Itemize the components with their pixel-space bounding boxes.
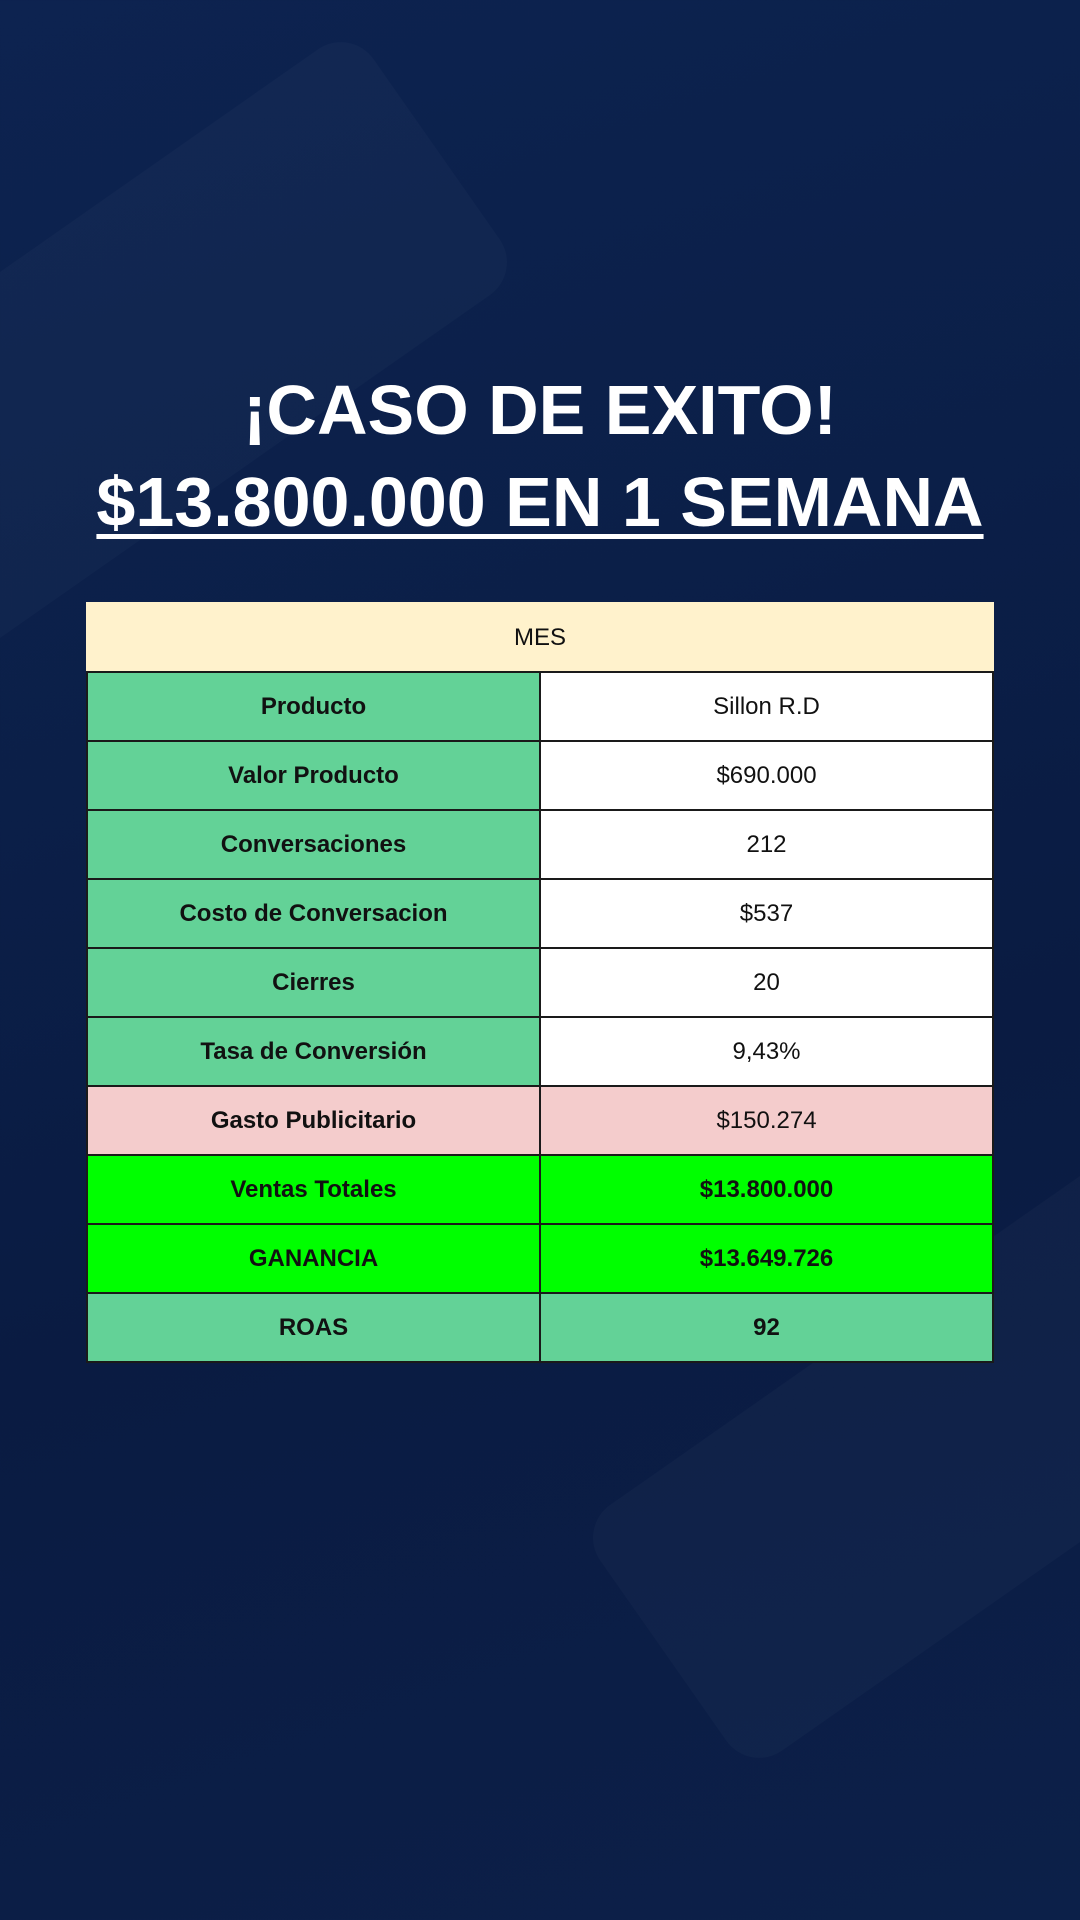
row-label: ROAS: [86, 1292, 541, 1363]
row-value: 212: [539, 809, 994, 880]
row-value: 20: [539, 947, 994, 1018]
row-value: $13.800.000: [539, 1154, 994, 1225]
row-value: 92: [539, 1292, 994, 1363]
row-value: $150.274: [539, 1085, 994, 1156]
table-header-row: MES: [86, 602, 994, 673]
table-row: Cierres 20: [86, 947, 994, 1018]
row-label: Costo de Conversacion: [86, 878, 541, 949]
page-title: ¡CASO DE EXITO!: [243, 371, 837, 449]
table-header: MES: [86, 602, 994, 673]
row-label: Producto: [86, 671, 541, 742]
row-label: Cierres: [86, 947, 541, 1018]
row-value: $537: [539, 878, 994, 949]
table-row: Valor Producto $690.000: [86, 740, 994, 811]
row-value: 9,43%: [539, 1016, 994, 1087]
page-subtitle: $13.800.000 EN 1 SEMANA: [96, 463, 984, 541]
row-value: $13.649.726: [539, 1223, 994, 1294]
table-row: Producto Sillon R.D: [86, 671, 994, 742]
table-row-expense: Gasto Publicitario $150.274: [86, 1085, 994, 1156]
row-label: Ventas Totales: [86, 1154, 541, 1225]
row-value: Sillon R.D: [539, 671, 994, 742]
results-table: MES Producto Sillon R.D Valor Producto $69…: [86, 602, 994, 1363]
row-label: Valor Producto: [86, 740, 541, 811]
table-row: Conversaciones 212: [86, 809, 994, 880]
background-shape: [0, 26, 523, 673]
table-row: Costo de Conversacion $537: [86, 878, 994, 949]
row-label: Gasto Publicitario: [86, 1085, 541, 1156]
table-row-sales: Ventas Totales $13.800.000: [86, 1154, 994, 1225]
table-row-roas: ROAS 92: [86, 1292, 994, 1363]
row-value: $690.000: [539, 740, 994, 811]
row-label: Tasa de Conversión: [86, 1016, 541, 1087]
row-label: GANANCIA: [86, 1223, 541, 1294]
table-row-profit: GANANCIA $13.649.726: [86, 1223, 994, 1294]
table-row: Tasa de Conversión 9,43%: [86, 1016, 994, 1087]
row-label: Conversaciones: [86, 809, 541, 880]
